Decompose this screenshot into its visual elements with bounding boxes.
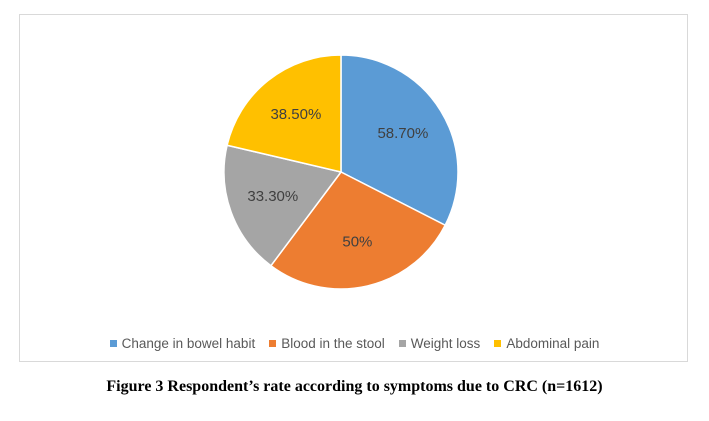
data-label-weight-loss: 33.30% bbox=[247, 188, 298, 205]
pie-chart: 58.70% 50% 33.30% 38.50% bbox=[223, 54, 459, 290]
legend-label: Blood in the stool bbox=[281, 336, 385, 351]
legend-swatch bbox=[269, 340, 277, 347]
legend-swatch bbox=[494, 340, 502, 347]
legend-item-abdominal-pain: Abdominal pain bbox=[494, 336, 599, 351]
data-label-change-in-bowel-habit: 58.70% bbox=[377, 125, 428, 142]
legend-item-blood-in-the-stool: Blood in the stool bbox=[269, 336, 385, 351]
legend-item-change-in-bowel-habit: Change in bowel habit bbox=[109, 336, 256, 351]
legend-swatch bbox=[398, 340, 406, 347]
pie-slice-blood-in-the-stool bbox=[269, 171, 447, 290]
legend-label: Change in bowel habit bbox=[121, 336, 256, 351]
pie-slice-change-in-bowel-habit bbox=[340, 54, 459, 227]
legend-label: Abdominal pain bbox=[506, 336, 600, 351]
figure-caption: Figure 3 Respondent’s rate according to … bbox=[106, 378, 603, 395]
chart-area: 58.70% 50% 33.30% 38.50% Change in bowel ha… bbox=[19, 14, 688, 362]
legend: Change in bowel habit Blood in the stool… bbox=[20, 336, 689, 351]
pie-slice-weight-loss bbox=[223, 144, 343, 267]
legend-item-weight-loss: Weight loss bbox=[398, 336, 481, 351]
data-label-blood-in-the-stool: 50% bbox=[342, 234, 372, 251]
data-label-abdominal-pain: 38.50% bbox=[270, 106, 321, 123]
pie-slice-abdominal-pain bbox=[226, 54, 342, 173]
legend-swatch bbox=[109, 340, 117, 347]
legend-label: Weight loss bbox=[410, 336, 481, 351]
